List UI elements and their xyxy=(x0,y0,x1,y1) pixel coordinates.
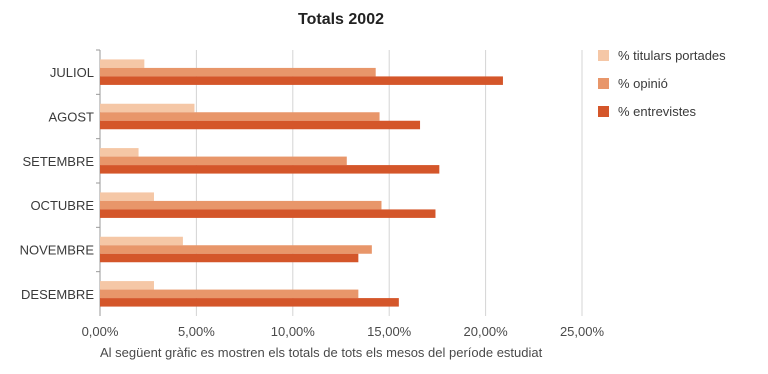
bar xyxy=(100,245,372,254)
bar xyxy=(100,103,195,113)
bar xyxy=(100,200,382,210)
x-tick-label: 0,00% xyxy=(82,324,119,339)
bar xyxy=(100,148,139,157)
bar xyxy=(100,76,503,85)
chart-title: Totals 2002 xyxy=(298,11,384,28)
category-label: SETEMBRE xyxy=(22,154,94,169)
x-tick-label: 5,00% xyxy=(178,324,215,339)
category-label: JULIOL xyxy=(50,65,94,80)
x-tick-label: 25,00% xyxy=(560,324,605,339)
category-label: DESEMBRE xyxy=(21,287,94,302)
legend-swatch xyxy=(598,50,609,61)
x-tick-label: 10,00% xyxy=(271,324,316,339)
bar xyxy=(100,236,183,246)
category-label: OCTUBRE xyxy=(30,198,94,213)
bar xyxy=(100,253,359,263)
bar xyxy=(100,165,440,174)
legend-label: % opinió xyxy=(618,76,668,91)
x-tick-label: 15,00% xyxy=(367,324,412,339)
legend-label: % titulars portades xyxy=(618,48,726,63)
bar xyxy=(100,192,154,201)
bar xyxy=(100,289,359,299)
category-label: AGOST xyxy=(48,110,94,125)
bar xyxy=(100,281,154,290)
bar xyxy=(100,120,421,130)
legend-label: % entrevistes xyxy=(618,104,697,119)
legend-swatch xyxy=(598,106,609,117)
category-label: NOVEMBRE xyxy=(20,243,95,258)
bar xyxy=(100,156,347,166)
bar xyxy=(100,112,380,121)
legend-swatch xyxy=(598,78,609,89)
bar xyxy=(100,298,399,307)
bar xyxy=(100,59,145,68)
chart-caption: Al següent gràfic es mostren els totals … xyxy=(100,345,543,360)
bar xyxy=(100,209,436,218)
x-tick-label: 20,00% xyxy=(464,324,509,339)
bar xyxy=(100,67,376,77)
